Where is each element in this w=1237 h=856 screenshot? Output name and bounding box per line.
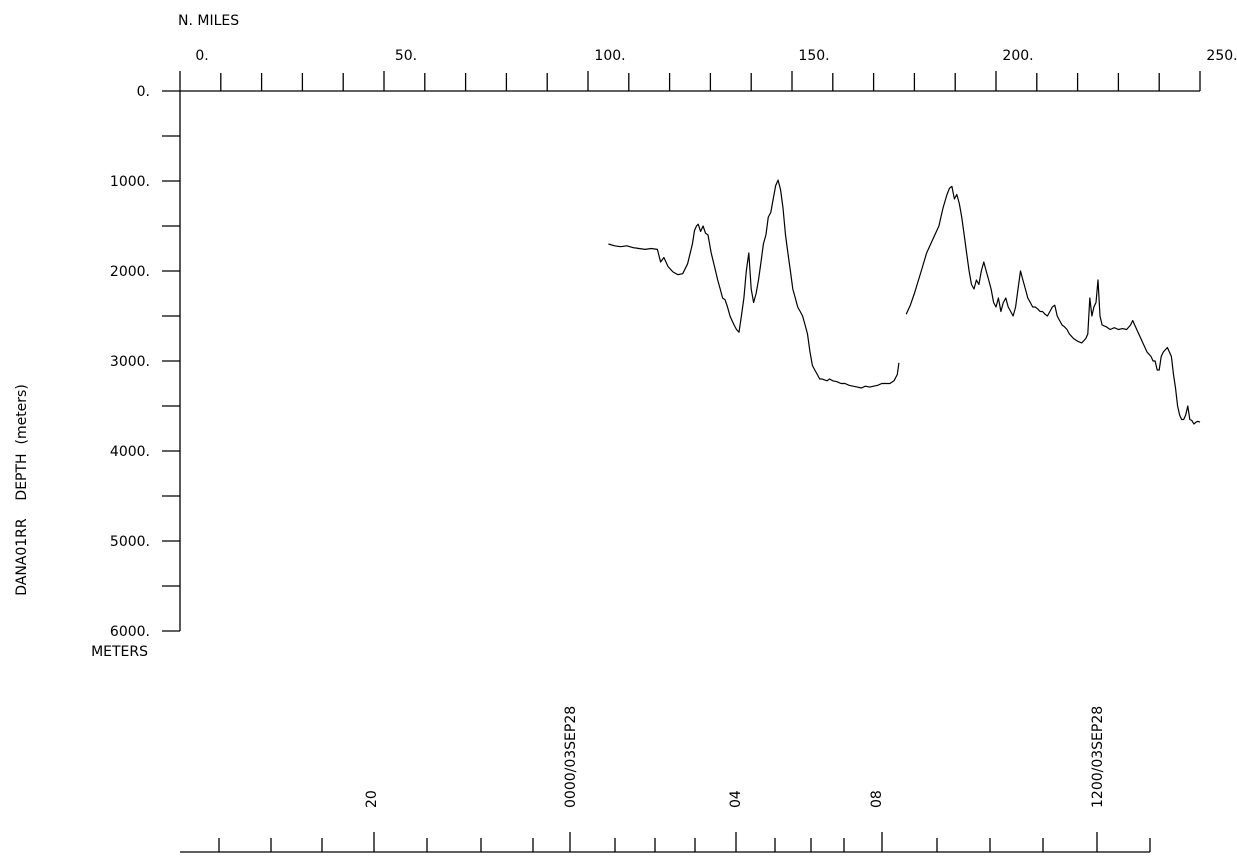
x-tick-label: 50.	[395, 48, 417, 64]
depth-profile-segment-1	[608, 179, 900, 389]
depth-profile-segment-2	[905, 185, 1201, 425]
y-tick-label: 2000.	[110, 264, 150, 280]
x-ticks	[179, 71, 1201, 91]
time-label-08: 08	[869, 790, 885, 808]
time-label-1200-03sep28: 1200/03SEP28	[1090, 706, 1106, 808]
x-tick-labels: 0. 50. 100. 150. 200. 250.	[195, 48, 1237, 64]
y-tick-label: 6000.	[110, 624, 150, 640]
y-tick-label: 0.	[137, 84, 150, 100]
x-axis-title: N. MILES	[178, 13, 239, 29]
y-tick-label: 5000.	[110, 534, 150, 550]
y-tick-label: 3000.	[110, 354, 150, 370]
x-tick-label: 150.	[798, 48, 829, 64]
y-ticks	[162, 90, 180, 632]
time-label-04: 04	[728, 790, 744, 808]
y-tick-labels: 0. 1000. 2000. 3000. 4000. 5000. 6000.	[110, 84, 150, 640]
time-label-20: 20	[364, 790, 380, 808]
depth-profile-series	[608, 179, 1201, 425]
time-label-0000-03sep28: 0000/03SEP28	[563, 706, 579, 808]
x-tick-label: 100.	[594, 48, 625, 64]
y-axis-title: DANA01RR DEPTH (meters)	[14, 384, 30, 596]
y-unit-label: METERS	[91, 644, 148, 660]
y-tick-label: 4000.	[110, 444, 150, 460]
x-tick-label: 200.	[1002, 48, 1033, 64]
y-tick-label: 1000.	[110, 174, 150, 190]
x-tick-label: 250.	[1206, 48, 1237, 64]
time-axis-ticks	[218, 832, 1151, 852]
x-tick-label: 0.	[195, 48, 208, 64]
